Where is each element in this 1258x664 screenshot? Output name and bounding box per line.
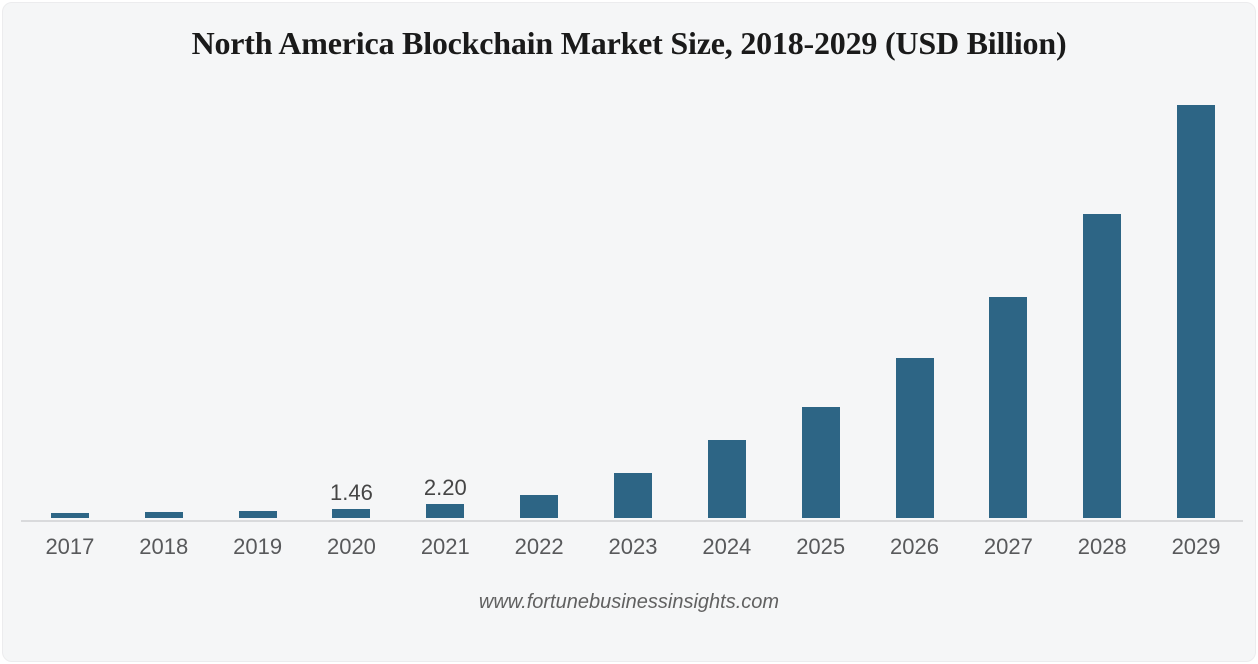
bar-2020 (332, 508, 371, 518)
bar-2023 (613, 472, 652, 518)
x-tick-2019: 2019 (233, 534, 283, 559)
bar-2017 (50, 512, 89, 518)
bar-2024 (707, 440, 746, 518)
x-axis-labels: 2017 2018 2019 2020 2021 2022 2023 2024 2025 2026… (23, 534, 1243, 560)
bar-column-2023 (586, 472, 680, 518)
x-tick-2021: 2021 (420, 534, 470, 559)
bar-column-2027 (961, 297, 1055, 518)
bar-column-2017 (23, 512, 117, 518)
bar-column-2022 (492, 494, 586, 518)
bar-2018 (144, 511, 183, 518)
plot-area: 1.46 2.20 (23, 63, 1243, 518)
x-tick-2024: 2024 (702, 534, 752, 559)
x-tick-2018: 2018 (139, 534, 189, 559)
bar-column-2018 (117, 511, 211, 518)
bar-column-2025 (774, 406, 868, 518)
bar-2028 (1083, 214, 1122, 518)
bar-column-2026 (868, 358, 962, 518)
bar-column-2029 (1149, 105, 1243, 518)
bar-2019 (238, 510, 277, 518)
bar-2022 (520, 494, 559, 518)
x-tick-2025: 2025 (796, 534, 846, 559)
x-tick-2020: 2020 (326, 534, 376, 559)
bar-2025 (801, 406, 840, 518)
x-tick-2026: 2026 (890, 534, 939, 559)
x-tick-2017: 2017 (45, 534, 95, 559)
x-tick-2028: 2028 (1077, 534, 1127, 559)
x-tick-2027: 2027 (983, 534, 1033, 559)
bar-value-label-2021: 2.20 (423, 475, 467, 500)
bar-2021 (426, 504, 465, 518)
bar-column-2021: 2.20 (398, 477, 492, 518)
x-tick-2023: 2023 (608, 534, 658, 559)
x-axis-line (21, 520, 1243, 522)
bar-column-2020: 1.46 (305, 479, 399, 518)
bar-2026 (895, 358, 934, 518)
bar-column-2019 (211, 510, 305, 518)
bar-value-label-2020: 1.46 (330, 479, 373, 505)
bar-2029 (1177, 105, 1216, 518)
bar-column-2024 (680, 440, 774, 518)
source-url: www.fortunebusinessinsights.com (478, 591, 780, 613)
x-tick-2029: 2029 (1171, 534, 1221, 559)
x-tick-2022: 2022 (514, 534, 564, 559)
bar-2027 (989, 297, 1028, 518)
chart-title: North America Blockchain Market Size, 20… (191, 25, 1067, 61)
bar-column-2028 (1055, 214, 1149, 518)
